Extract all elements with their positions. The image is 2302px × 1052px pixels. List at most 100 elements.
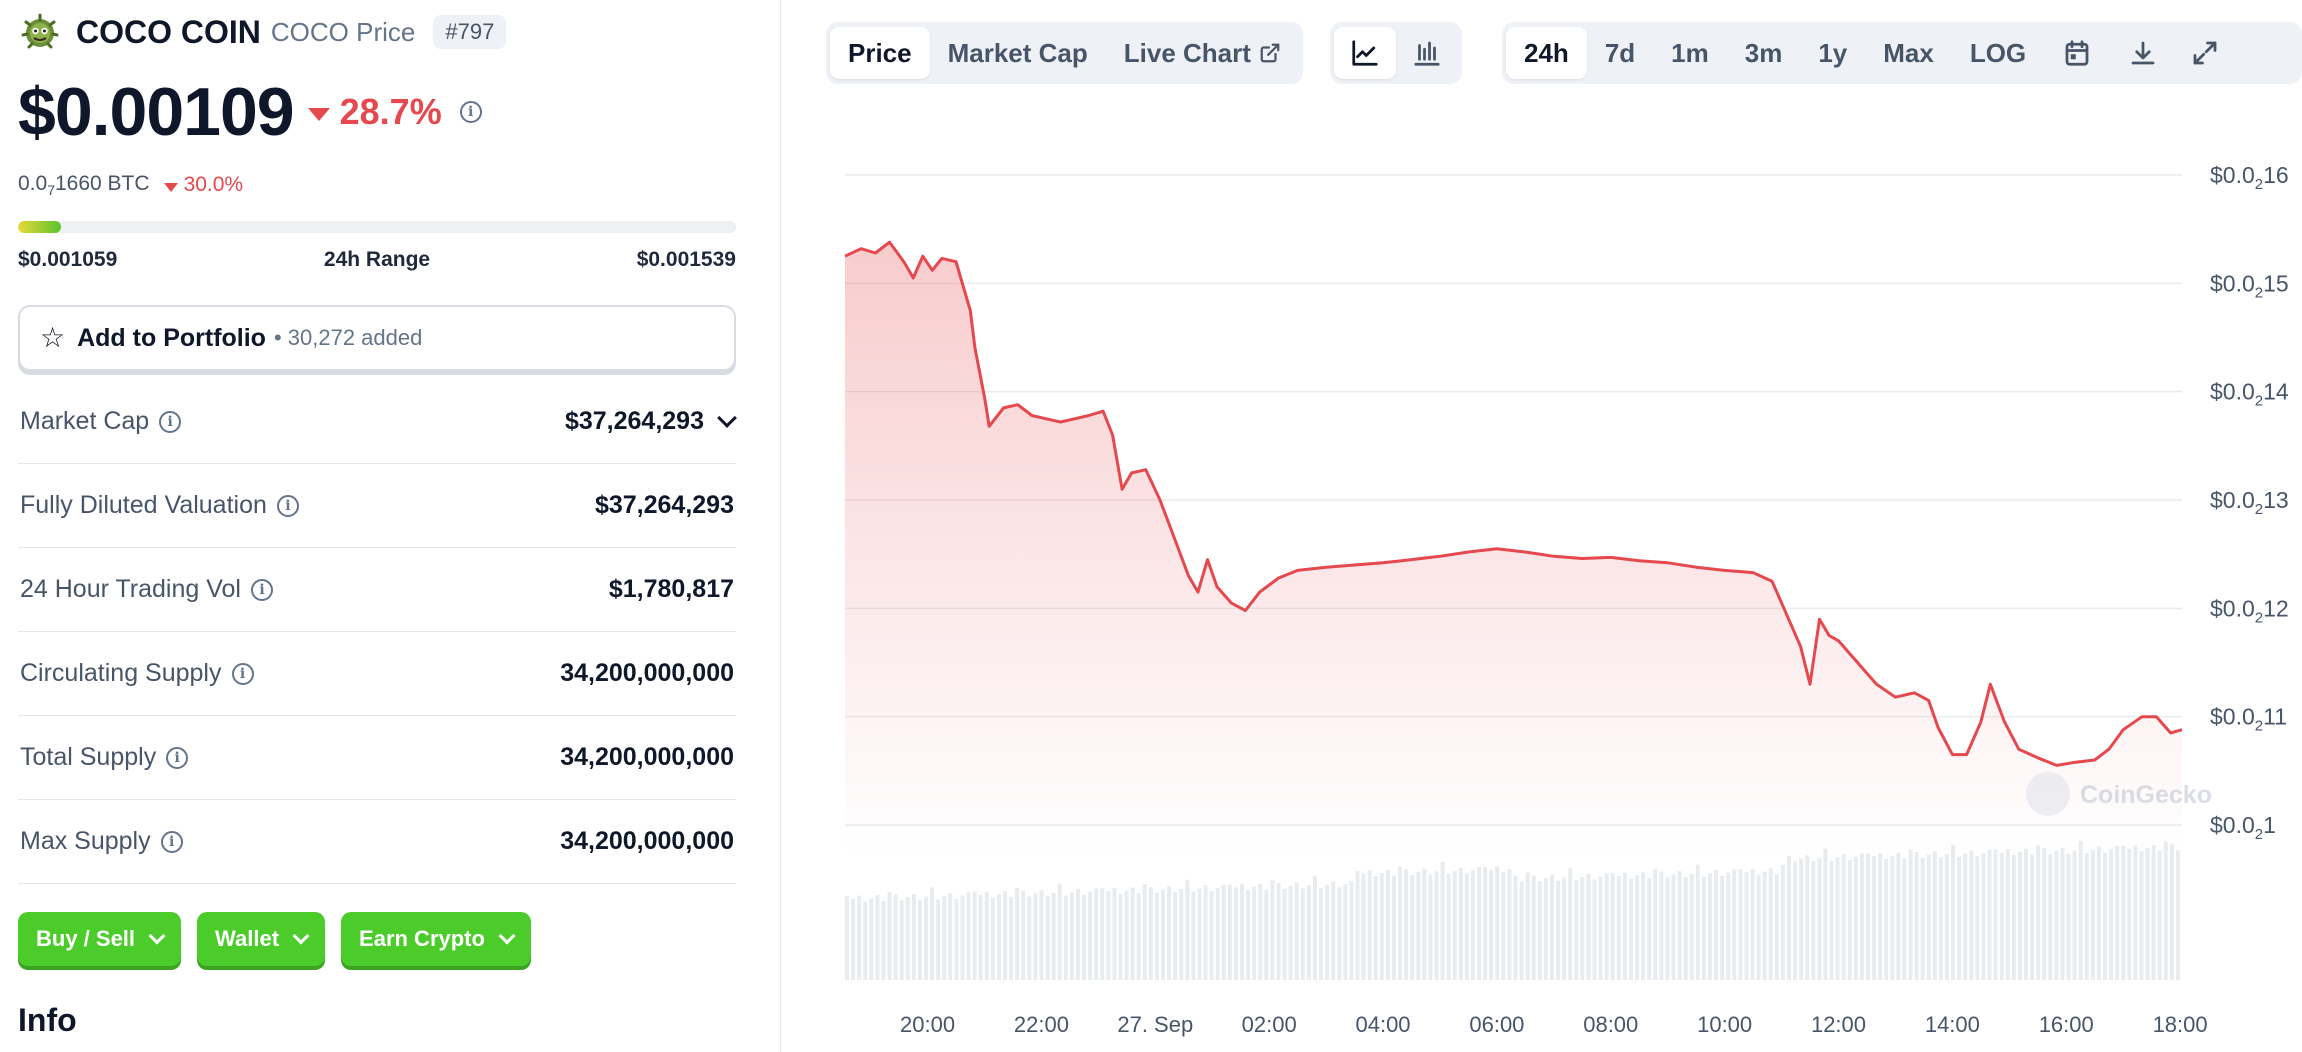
volume-bar <box>1428 874 1433 980</box>
volume-bar <box>1957 856 1962 980</box>
volume-bar <box>1270 880 1275 980</box>
volume-bar <box>905 897 910 980</box>
tab-market-cap[interactable]: Market Cap <box>947 37 1088 68</box>
live-chart-label: Live Chart <box>1123 37 1251 68</box>
volume-bar <box>1847 860 1852 980</box>
range-1m-button[interactable]: 1m <box>1671 37 1709 68</box>
volume-bar <box>1130 887 1135 980</box>
info-icon[interactable]: i <box>231 662 254 685</box>
volume-bar <box>1671 874 1676 980</box>
volume-bar <box>2121 845 2126 980</box>
volume-bar <box>1902 858 1907 980</box>
volume-bar <box>1841 854 1846 980</box>
range-7d-button[interactable]: 7d <box>1604 37 1636 68</box>
info-icon[interactable]: i <box>159 410 182 433</box>
stat-value: $1,780,817 <box>608 575 734 603</box>
volume-bar <box>1124 890 1129 980</box>
volume-bar <box>1404 869 1409 980</box>
fullscreen-button[interactable] <box>2176 27 2234 79</box>
caret-down-icon <box>307 107 330 121</box>
volume-bar <box>911 894 916 980</box>
volume-bar <box>1853 856 1858 980</box>
volume-bar <box>1179 889 1184 980</box>
line-chart-button[interactable] <box>1334 27 1396 79</box>
volume-bar <box>972 892 977 980</box>
info-icon[interactable]: i <box>160 830 183 853</box>
tab-price[interactable]: Price <box>830 27 930 79</box>
volume-bar <box>1999 852 2004 980</box>
volume-bar <box>1732 869 1737 980</box>
volume-bar <box>984 891 989 980</box>
volume-bar <box>1246 890 1251 980</box>
volume-bar <box>1859 853 1864 980</box>
x-tick-label: 04:00 <box>1355 1012 1410 1037</box>
range-1y-button[interactable]: 1y <box>1818 37 1848 68</box>
volume-bar <box>2036 845 2041 980</box>
volume-bar <box>875 895 880 980</box>
volume-bar <box>1501 872 1506 980</box>
info-icon[interactable]: i <box>166 746 189 769</box>
stat-row-fdv: Fully Diluted Valuation i $37,264,293 <box>18 464 736 548</box>
volume-bar <box>1282 888 1287 980</box>
volume-bar <box>1890 855 1895 980</box>
add-to-portfolio-button[interactable]: ☆ Add to Portfolio • 30,272 added <box>18 305 736 371</box>
y-tick-label: $0.0211 <box>2210 704 2287 735</box>
volume-bar <box>1361 873 1366 980</box>
volume-bar <box>899 900 904 980</box>
stat-value: $37,264,293 <box>594 491 734 519</box>
chevron-down-icon[interactable] <box>717 407 737 428</box>
volume-bar <box>2109 849 2114 980</box>
wallet-button[interactable]: Wallet <box>197 912 326 966</box>
log-scale-button[interactable]: LOG <box>1969 37 2027 68</box>
range-progress-fill <box>18 221 62 233</box>
download-button[interactable] <box>2110 27 2176 79</box>
volume-bar <box>2096 846 2101 980</box>
volume-bar <box>1537 881 1542 980</box>
volume-bar <box>1276 883 1281 980</box>
candlestick-chart-button[interactable] <box>1396 27 1458 79</box>
volume-bar <box>1793 861 1798 980</box>
volume-bar <box>863 901 868 980</box>
volume-bar <box>1744 872 1749 980</box>
volume-bar <box>1665 877 1670 980</box>
info-icon[interactable]: i <box>276 494 299 517</box>
volume-bar <box>1647 878 1652 980</box>
volume-bar <box>2048 854 2053 980</box>
volume-bar <box>851 898 856 980</box>
tab-live-chart[interactable]: Live Chart <box>1106 27 1299 79</box>
range-max-button[interactable]: Max <box>1883 37 1934 68</box>
volume-bar <box>1659 871 1664 980</box>
volume-bar <box>1337 887 1342 980</box>
volume-bar <box>978 895 983 980</box>
range-24h-button[interactable]: 24h <box>1506 27 1587 79</box>
volume-bar <box>1610 873 1615 980</box>
volume-bar <box>1209 891 1214 980</box>
info-icon[interactable]: i <box>250 578 273 601</box>
volume-bar <box>1513 876 1518 980</box>
calendar-button[interactable] <box>2044 27 2110 79</box>
price-chart[interactable]: $0.0216 $0.0215 $0.0214 $0.0213 $0.0212 $0.02… <box>800 100 2302 1052</box>
volume-bar <box>1568 868 1573 980</box>
volume-bar <box>948 892 953 980</box>
x-tick-label: 22:00 <box>1014 1012 1069 1037</box>
volume-bar <box>1088 891 1093 980</box>
download-icon <box>2131 41 2155 65</box>
coin-symbol-label: COCO Price <box>270 16 416 47</box>
volume-bar <box>1519 881 1524 980</box>
wallet-label: Wallet <box>215 926 280 951</box>
volume-bar <box>2030 854 2035 980</box>
range-3m-button[interactable]: 3m <box>1744 37 1783 68</box>
volume-bar <box>1227 884 1232 980</box>
volume-bar <box>1835 857 1840 980</box>
info-icon[interactable]: i <box>459 101 482 123</box>
volume-bar <box>930 887 935 980</box>
volume-bar <box>1622 872 1627 980</box>
volume-bar <box>1780 865 1785 980</box>
x-tick-label: 12:00 <box>1811 1012 1866 1037</box>
buy-sell-button[interactable]: Buy / Sell <box>18 912 182 966</box>
volume-bar <box>1051 892 1056 980</box>
volume-bar <box>1197 888 1202 980</box>
volume-bar <box>2017 851 2022 980</box>
earn-crypto-button[interactable]: Earn Crypto <box>341 912 531 966</box>
volume-bar <box>1003 891 1008 980</box>
